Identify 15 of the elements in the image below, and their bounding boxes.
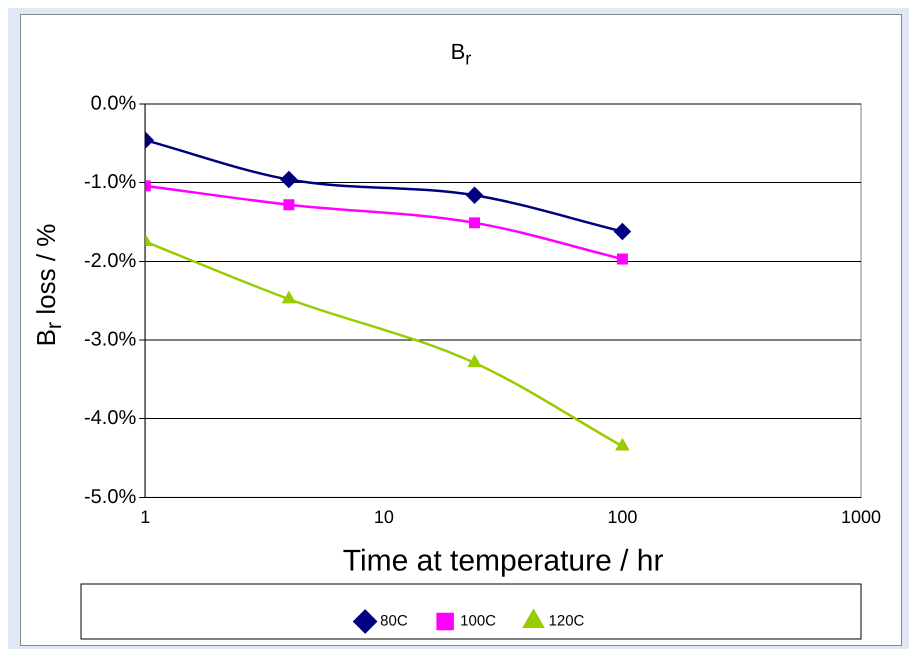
chart-title: B$_{r}$ [450, 38, 472, 70]
x-tick-label: 1000 [840, 507, 882, 528]
y-tick-label: -5.0% [84, 486, 136, 508]
legend-label: 120C [548, 612, 585, 630]
legend-label: 80C [380, 612, 408, 630]
x-tick-label: 10 [374, 507, 394, 528]
legend-label: 100C [460, 612, 496, 630]
y-tick-label: 0.0% [90, 92, 136, 115]
x-tick-label: 1 [140, 507, 150, 528]
x-axis-title: Time at temperature / hr [342, 544, 664, 578]
y-tick-label: -3.0% [84, 328, 136, 351]
y-tick-label: -2.0% [84, 250, 136, 272]
y-tick-label: -1.0% [84, 171, 136, 194]
y-tick-label: -4.0% [84, 407, 136, 430]
x-tick-label: 100 [607, 507, 638, 528]
